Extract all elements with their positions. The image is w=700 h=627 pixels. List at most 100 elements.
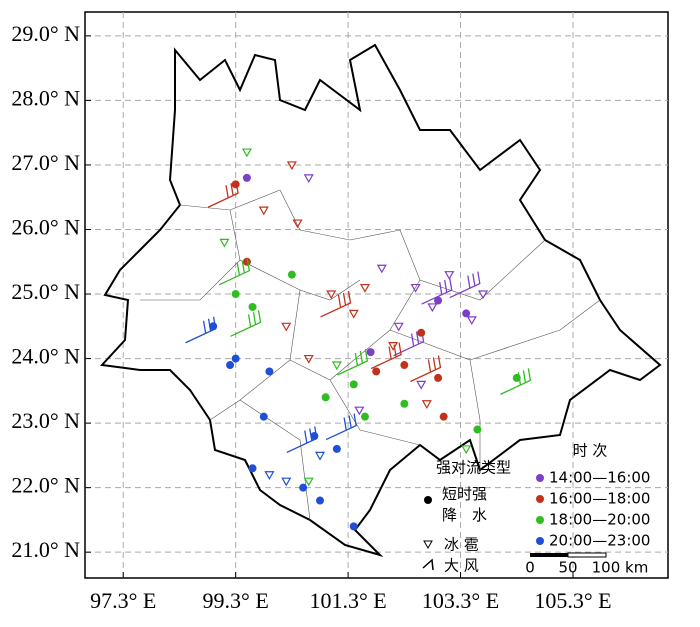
rain-event xyxy=(242,173,251,182)
rain-event xyxy=(366,348,375,357)
wind-event xyxy=(320,290,352,318)
wind-event xyxy=(370,342,402,370)
rain-event xyxy=(400,361,409,370)
hail-event xyxy=(281,477,292,487)
wind-label: 大 风 xyxy=(444,557,479,575)
time-legend-title: 时 次 xyxy=(573,442,608,460)
wind-symbol xyxy=(422,558,434,571)
wind-event xyxy=(219,258,251,286)
hail-event xyxy=(331,361,342,371)
hail-label: 冰 雹 xyxy=(444,536,479,554)
y-tick-label: 28.0° N xyxy=(11,85,80,110)
rain-event xyxy=(417,328,426,337)
wind-event xyxy=(207,181,239,208)
rain-event xyxy=(259,412,268,421)
rain-event xyxy=(248,302,257,311)
wind-event xyxy=(185,316,217,344)
rain-event xyxy=(287,270,296,279)
rain-event xyxy=(434,296,443,305)
hail-event xyxy=(258,206,269,216)
rain-event xyxy=(372,367,381,376)
scale-label: 50 xyxy=(558,559,577,577)
hail-event xyxy=(303,354,314,364)
rain-event xyxy=(400,399,409,408)
wind-event xyxy=(449,271,481,299)
rain-event xyxy=(439,412,448,421)
x-tick-label: 105.3° E xyxy=(534,588,611,613)
legend-label: 20:00—23:00 xyxy=(549,532,650,550)
rain-event xyxy=(242,257,251,266)
wind-event xyxy=(500,368,532,395)
x-tick-label: 97.3° E xyxy=(90,588,156,613)
hail-event xyxy=(348,309,359,319)
legend-swatch xyxy=(536,516,544,524)
hail-symbol xyxy=(423,540,433,550)
hail-event xyxy=(241,148,252,158)
scale-label: 100 km xyxy=(592,559,649,577)
hail-event xyxy=(281,322,292,332)
hail-event xyxy=(444,271,455,280)
rain-event xyxy=(248,464,257,473)
legend-swatch xyxy=(536,537,544,545)
legend-label: 16:00—18:00 xyxy=(549,490,650,508)
scale-label: 0 xyxy=(525,559,535,577)
rain-event xyxy=(265,367,274,376)
rain-event xyxy=(231,290,240,299)
wind-event xyxy=(421,277,453,305)
hail-event xyxy=(303,174,314,184)
hail-event xyxy=(421,400,432,409)
y-tick-label: 22.0° N xyxy=(11,473,80,498)
prefecture-boundaries xyxy=(140,189,601,521)
rain-event xyxy=(349,522,358,531)
type-legend-title: 强对流类型 xyxy=(436,459,511,477)
y-tick-label: 23.0° N xyxy=(11,408,80,433)
rain-event xyxy=(332,444,341,453)
hail-event xyxy=(264,471,275,480)
hail-event xyxy=(314,451,326,461)
hail-event xyxy=(219,238,230,248)
x-tick-label: 99.3° E xyxy=(203,588,269,613)
rain-label: 短时强降 水 xyxy=(442,485,487,524)
rain-event xyxy=(231,180,240,189)
rain-event xyxy=(226,361,235,370)
hail-event xyxy=(292,219,303,229)
x-tick-label: 101.3° E xyxy=(309,588,386,613)
rain-event xyxy=(349,380,358,389)
x-tick-label: 103.3° E xyxy=(422,588,499,613)
hail-event xyxy=(461,445,472,455)
wind-event xyxy=(230,310,262,337)
scale-bar xyxy=(567,552,607,558)
legend-label: 18:00—20:00 xyxy=(549,511,650,529)
rain-event xyxy=(299,483,308,492)
scale-bar xyxy=(530,553,568,557)
hail-event xyxy=(427,303,438,313)
y-tick-label: 26.0° N xyxy=(11,215,80,240)
wind-event xyxy=(286,426,318,454)
hail-event xyxy=(326,290,337,300)
hail-event xyxy=(410,283,421,293)
hail-event xyxy=(388,342,399,351)
hail-event xyxy=(478,290,489,300)
province-outline xyxy=(99,43,662,558)
graticule xyxy=(85,12,668,578)
y-tick-label: 21.0° N xyxy=(11,537,80,562)
hail-event xyxy=(376,264,387,274)
rain-symbol xyxy=(424,496,432,504)
hail-event xyxy=(393,322,404,332)
legend: 时 次 14:00—16:00 16:00—18:00 18:00—20:00 20:0… xyxy=(422,442,650,577)
wind-event xyxy=(337,348,369,376)
wind-event xyxy=(325,413,357,441)
rain-event xyxy=(231,354,240,363)
wind-event xyxy=(410,355,442,383)
map-frame xyxy=(84,11,669,579)
hail-event xyxy=(359,283,371,293)
legend-label: 14:00—16:00 xyxy=(549,469,650,487)
y-tick-label: 29.0° N xyxy=(11,21,80,46)
hail-event xyxy=(466,316,477,326)
rain-event xyxy=(462,309,471,318)
hail-event xyxy=(354,406,365,416)
legend-swatch xyxy=(536,495,544,503)
hail-event xyxy=(303,477,314,487)
y-tick-label: 25.0° N xyxy=(11,279,80,304)
legend-swatch xyxy=(536,474,544,482)
